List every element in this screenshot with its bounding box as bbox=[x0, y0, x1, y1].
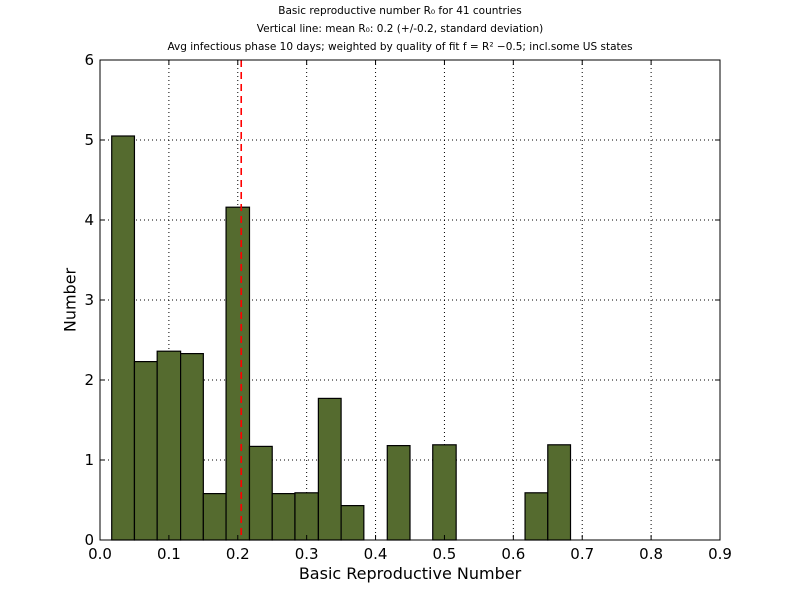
x-tick-label: 0.3 bbox=[295, 545, 319, 563]
y-tick-label: 3 bbox=[84, 291, 94, 309]
histogram-bar bbox=[432, 444, 457, 541]
y-tick-label: 1 bbox=[84, 451, 94, 469]
x-tick-label: 0.6 bbox=[501, 545, 525, 563]
histogram-bar bbox=[248, 445, 273, 541]
y-tick-label: 5 bbox=[84, 131, 94, 149]
histogram-bar bbox=[547, 444, 572, 541]
x-tick-label: 0.7 bbox=[570, 545, 594, 563]
histogram-bar bbox=[156, 350, 182, 541]
histogram-bar bbox=[202, 493, 227, 541]
x-tick-label: 0.8 bbox=[639, 545, 663, 563]
y-tick-label: 2 bbox=[84, 371, 94, 389]
y-tick-label: 6 bbox=[84, 51, 94, 69]
chart-title-line-3: Avg infectious phase 10 days; weighted b… bbox=[167, 41, 633, 53]
x-tick-label: 0.5 bbox=[433, 545, 457, 563]
histogram-bar bbox=[111, 135, 136, 541]
histogram-bar bbox=[271, 493, 296, 541]
y-axis-label: Number bbox=[60, 267, 80, 333]
histogram-bar bbox=[317, 397, 342, 541]
histogram-bar bbox=[133, 361, 158, 541]
histogram-bar bbox=[524, 492, 549, 541]
y-tick-label: 4 bbox=[84, 211, 94, 229]
chart-title-line-1: Basic reproductive number R₀ for 41 coun… bbox=[278, 5, 522, 17]
histogram-bar bbox=[225, 206, 251, 541]
histogram-bar bbox=[294, 492, 319, 541]
chart-title-line-2: Vertical line: mean R₀: 0.2 (+/-0.2, sta… bbox=[256, 23, 544, 35]
histogram-bar bbox=[386, 445, 411, 541]
x-tick-label: 0.2 bbox=[226, 545, 250, 563]
x-tick-label: 0.4 bbox=[364, 545, 388, 563]
x-axis-label: Basic Reproductive Number bbox=[298, 564, 522, 583]
y-tick-label: 0 bbox=[84, 531, 94, 549]
histogram-bar bbox=[180, 353, 204, 541]
histogram-bar bbox=[340, 505, 365, 541]
x-tick-label: 0.0 bbox=[88, 545, 112, 563]
x-tick-label: 0.1 bbox=[157, 545, 181, 563]
x-tick-label: 0.9 bbox=[708, 545, 732, 563]
